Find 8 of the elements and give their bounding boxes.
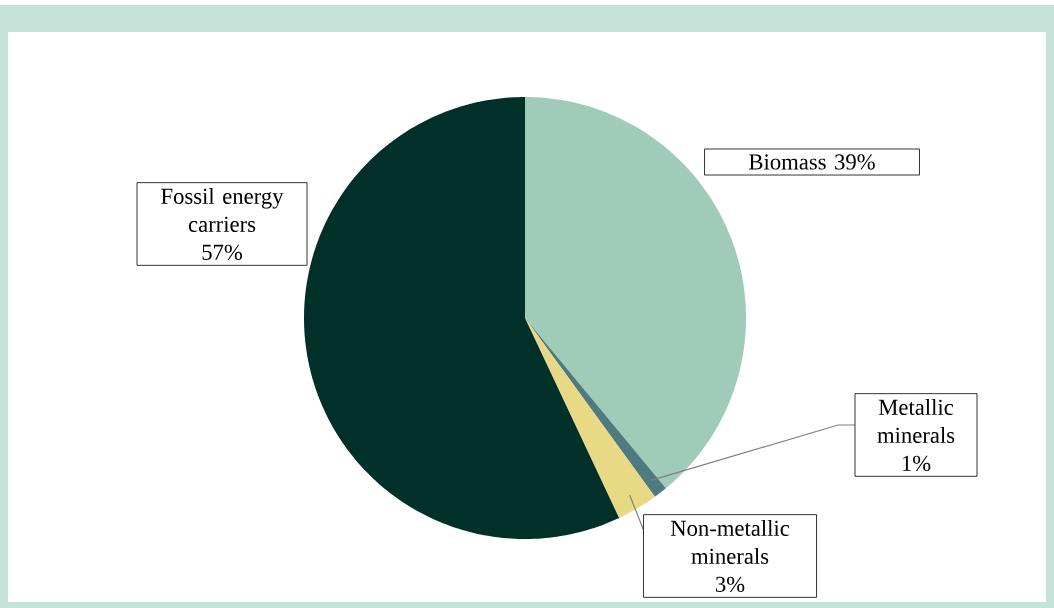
slice-label: Fossil energy carriers: [161, 187, 284, 232]
data-label: 1%: [902, 455, 931, 471]
data-label: 39%: [835, 154, 875, 170]
data-label: 57%: [202, 244, 242, 260]
slice-label: Metallic minerals: [877, 398, 955, 443]
data-label: 3%: [715, 576, 745, 593]
slice-label: Biomass: [749, 154, 826, 170]
slice-label: Non-metallic minerals: [670, 519, 790, 564]
